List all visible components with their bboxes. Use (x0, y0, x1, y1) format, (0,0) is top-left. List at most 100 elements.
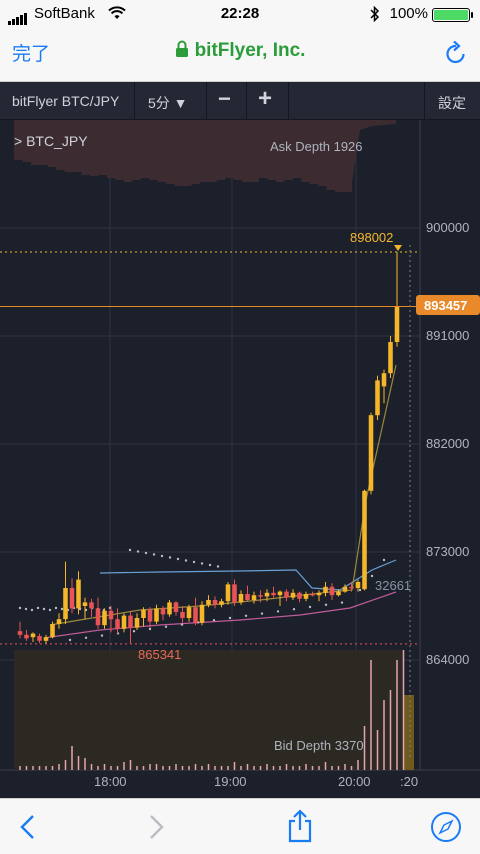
share-icon[interactable] (286, 809, 314, 843)
compass-icon[interactable] (430, 811, 462, 843)
volume-bar (259, 766, 262, 770)
zoom-in-button[interactable]: + (258, 85, 273, 112)
volume-bar (285, 764, 288, 770)
candle-body (115, 619, 120, 629)
volume-bar (220, 766, 223, 770)
candle-body (394, 306, 400, 342)
volume-bar (376, 730, 379, 770)
pair-label: > BTC_JPY (14, 133, 88, 149)
volume-bar (246, 764, 249, 770)
sar-dot (164, 625, 168, 628)
candle-body (225, 584, 231, 602)
sar-dot (358, 588, 362, 592)
volume-bar (58, 764, 60, 770)
candle-body (316, 592, 322, 596)
candle-body (381, 373, 387, 387)
volume-bar (272, 766, 275, 770)
back-arrow-icon[interactable] (16, 813, 40, 841)
candle-body (128, 615, 133, 628)
volume-bar (292, 766, 294, 770)
sar-dot (208, 563, 212, 567)
candle-body (375, 380, 380, 416)
high-marker-arrow (394, 244, 402, 251)
low-price-label: 865341 (138, 647, 181, 662)
volume-bar (97, 766, 99, 770)
volume-bar (116, 766, 119, 770)
volume-bar (311, 766, 314, 770)
candle-body (303, 594, 309, 599)
settings-button[interactable]: 設定 (438, 95, 466, 111)
sar-dot (324, 603, 328, 606)
sar-dot (42, 607, 46, 611)
high-price-label: 898002 (350, 230, 393, 245)
y-tick-label: 891000 (426, 328, 469, 343)
time-axis: 18:00 19:00 20:00 :20 (94, 774, 418, 789)
sar-dot (18, 606, 22, 610)
y-tick-label: 873000 (426, 544, 469, 559)
volume-bar (227, 766, 229, 770)
price-chart[interactable]: > BTC_JPY Ask Depth 1926 Bid Depth 3370 … (0, 120, 480, 798)
volume-bar (168, 766, 171, 770)
chart-toolbar: bitFlyer BTC/JPY 5分 ▼ − + 設定 (0, 82, 480, 120)
volume-bar (103, 764, 106, 770)
volume-bars (19, 650, 405, 770)
indicator-value-label: 32661 (375, 578, 411, 593)
sar-dot (260, 612, 264, 615)
timeframe-dropdown[interactable]: 5分 ▼ (148, 95, 188, 111)
symbol-selector[interactable]: bitFlyer BTC/JPY (12, 93, 120, 109)
reload-icon[interactable] (444, 40, 468, 66)
volume-bar (344, 764, 346, 770)
battery-percentage: 100% (389, 5, 428, 22)
candle-body (199, 604, 205, 623)
candle-body (180, 612, 185, 618)
volume-bar (240, 766, 242, 770)
volume-bar (155, 764, 158, 770)
sar-dot (24, 607, 28, 611)
candle-body (167, 602, 172, 615)
sar-dot (370, 574, 374, 578)
signal-strength-icon (8, 8, 28, 25)
wifi-icon (108, 6, 126, 19)
bid-depth-edge (404, 695, 414, 770)
candle-body (212, 600, 218, 605)
volume-bar (357, 760, 359, 770)
volume-bar (84, 758, 86, 770)
candle-body (102, 610, 107, 626)
volume-bar (19, 766, 21, 770)
carrier-name: SoftBank (34, 5, 95, 22)
volume-bar (188, 766, 190, 770)
sar-dot (136, 550, 140, 553)
ask-depth-label: Ask Depth 1926 (270, 139, 363, 154)
volume-bar (136, 766, 138, 770)
ask-depth-area (14, 120, 396, 192)
forward-arrow-icon[interactable] (144, 813, 168, 841)
current-price-label: 893457 (424, 298, 467, 313)
sar-dot (184, 559, 188, 562)
volume-bar (318, 766, 320, 770)
site-title: bitFlyer, Inc. (0, 40, 480, 62)
volume-bar (337, 766, 340, 770)
volume-bar (207, 764, 210, 770)
candle-body (193, 607, 198, 623)
candle-body (121, 615, 127, 629)
candle-body (342, 586, 348, 592)
volume-bar (77, 756, 80, 770)
candle-body (258, 595, 263, 597)
sar-dot (200, 562, 204, 565)
candle-body (56, 619, 62, 624)
y-tick-label: 882000 (426, 436, 469, 451)
candle-body (63, 588, 68, 620)
y-tick-label: 864000 (426, 652, 469, 667)
candle-body (186, 607, 192, 618)
done-button[interactable]: 完了 (12, 39, 50, 66)
price-axis: 900000 891000 882000 873000 864000 (426, 220, 469, 667)
zoom-out-button[interactable]: − (218, 86, 231, 111)
sar-dot (30, 608, 34, 612)
candle-body (24, 634, 29, 639)
sar-dot (132, 630, 136, 633)
volume-bar (110, 766, 112, 770)
candle-body (17, 631, 23, 635)
sar-dot (276, 610, 280, 613)
candle-body (232, 584, 237, 603)
candle-body (245, 594, 250, 600)
